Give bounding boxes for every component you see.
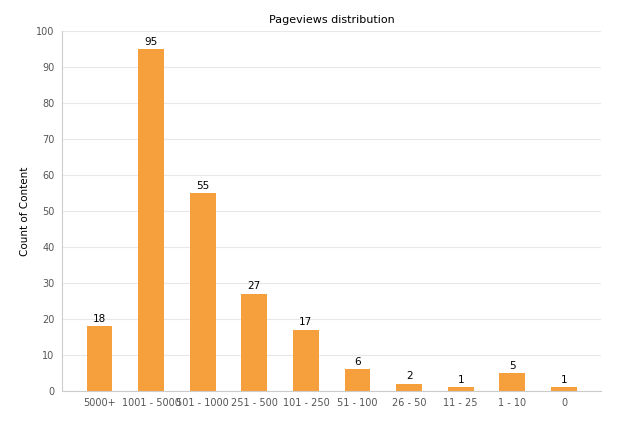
Y-axis label: Count of Content: Count of Content xyxy=(20,166,30,256)
Text: 95: 95 xyxy=(144,37,157,47)
Text: 6: 6 xyxy=(354,357,361,367)
Text: 17: 17 xyxy=(299,317,312,327)
Bar xyxy=(241,293,267,391)
Title: Pageviews distribution: Pageviews distribution xyxy=(269,15,394,25)
Text: 27: 27 xyxy=(247,281,261,291)
Bar xyxy=(448,387,474,391)
Bar xyxy=(345,369,370,391)
Text: 18: 18 xyxy=(93,314,106,324)
Bar xyxy=(396,384,422,391)
Bar xyxy=(293,329,319,391)
Text: 2: 2 xyxy=(406,371,412,381)
Text: 1: 1 xyxy=(458,375,464,385)
Bar xyxy=(190,193,216,391)
Bar xyxy=(500,373,525,391)
Bar xyxy=(138,49,164,391)
Bar xyxy=(551,387,577,391)
Text: 5: 5 xyxy=(509,361,516,371)
Bar xyxy=(87,326,112,391)
Text: 55: 55 xyxy=(196,181,210,191)
Text: 1: 1 xyxy=(560,375,567,385)
